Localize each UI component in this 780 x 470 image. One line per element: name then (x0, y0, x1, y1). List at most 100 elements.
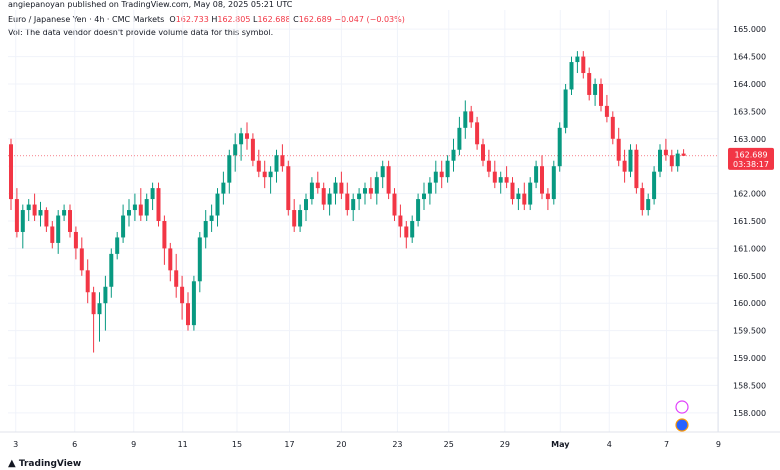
candle-body (357, 193, 362, 200)
candle-body (327, 193, 332, 205)
high-label: H (211, 15, 218, 24)
y-tick-label: 159.500 (733, 327, 766, 336)
close-value: 162.689 (298, 15, 332, 24)
candle-body (504, 177, 509, 183)
candle-body (79, 248, 84, 271)
low-label: L (253, 15, 258, 24)
price-tag-value: 162.689 (734, 150, 767, 159)
candle-body (628, 149, 633, 172)
candle-body (492, 171, 497, 183)
candle-body (486, 160, 491, 172)
candle-body (610, 116, 615, 139)
x-tick-label: 9 (131, 440, 136, 449)
candle-body (62, 210, 67, 216)
y-tick-label: 162.000 (733, 190, 766, 199)
candle-body (309, 182, 314, 200)
candle-body (32, 204, 37, 216)
x-tick-label: May (551, 440, 570, 449)
candle-body (575, 56, 580, 63)
candle-body (298, 210, 303, 227)
candle-body (162, 221, 167, 249)
y-tick-label: 160.000 (733, 299, 766, 308)
symbol-header: Euro / Japanese Yen · 4h · CMC Markets O… (8, 15, 405, 24)
candle-body (587, 73, 592, 95)
candle-body (115, 237, 120, 254)
candle-body (569, 62, 574, 90)
candle-body (168, 248, 173, 271)
candle-body (439, 171, 444, 178)
x-tick-label: 20 (336, 440, 346, 449)
y-tick-label: 163.500 (733, 107, 766, 116)
candle-body (203, 221, 208, 238)
candle-body (186, 303, 190, 326)
candle-body (191, 281, 196, 326)
volume-note: Vol: The data vendor doesn't provide vol… (8, 28, 274, 37)
candle-body (652, 171, 657, 200)
candle-body (73, 231, 78, 249)
candle-body (457, 127, 462, 150)
candle-body (315, 182, 320, 189)
candle-body (522, 193, 527, 205)
y-tick-label: 159.000 (733, 354, 766, 363)
candle-body (663, 149, 668, 156)
lightning-icon[interactable] (675, 400, 689, 414)
candle-body (292, 210, 297, 227)
candle-body (368, 188, 373, 194)
candle-body (215, 193, 220, 216)
x-tick-label: 29 (500, 440, 510, 449)
candle-body (451, 149, 456, 161)
candle-body (386, 166, 391, 194)
candle-body (551, 166, 556, 200)
candle-body (410, 221, 415, 238)
candle-body (658, 149, 662, 172)
candle-body (321, 188, 326, 205)
candle-body (345, 193, 350, 211)
candle-body (675, 153, 680, 167)
candle-body (280, 155, 285, 167)
open-label: O (169, 15, 176, 24)
candle-body (557, 127, 562, 167)
candle-body (363, 188, 367, 194)
candle-body (545, 193, 550, 200)
candle-body (646, 199, 651, 211)
candle-body (392, 193, 397, 216)
candle-body (463, 111, 468, 128)
x-tick-label: 4 (607, 440, 612, 449)
candle-body (374, 177, 379, 194)
candle-body (14, 199, 19, 232)
candle-body (286, 166, 291, 211)
candle-body (427, 182, 432, 194)
candle-body (197, 237, 202, 282)
candle-body (634, 149, 639, 189)
candle-body (681, 153, 686, 156)
candle-body (150, 188, 155, 200)
candle-body (109, 253, 114, 287)
candle-body (599, 83, 603, 106)
candle-body (604, 105, 609, 117)
candle-body (433, 171, 438, 183)
candle-body (498, 177, 503, 183)
candle-body (156, 188, 161, 221)
open-value: 162.733 (175, 15, 209, 24)
y-tick-label: 161.000 (733, 244, 766, 253)
candle-body (581, 56, 586, 74)
y-tick-label: 161.500 (733, 217, 766, 226)
candle-body (351, 199, 356, 211)
tradingview-logo[interactable]: ▲ TradingView (8, 458, 81, 469)
candle-body (422, 193, 426, 200)
candle-body (593, 83, 598, 95)
calendar-event-icon[interactable] (675, 418, 689, 432)
x-tick-label: 6 (72, 440, 77, 449)
candle-body (239, 133, 244, 145)
candle-body (416, 199, 421, 221)
tradingview-brand-text: TradingView (18, 459, 82, 469)
x-tick-label: 7 (664, 440, 669, 449)
symbol-title[interactable]: Euro / Japanese Yen · 4h · CMC Markets (8, 15, 165, 24)
candle-body (398, 215, 403, 227)
price-tag-countdown: 03:38:17 (733, 160, 769, 169)
candle-body (56, 215, 61, 243)
candle-body (85, 270, 90, 293)
candle-body (174, 270, 179, 287)
candle-body (380, 166, 385, 178)
